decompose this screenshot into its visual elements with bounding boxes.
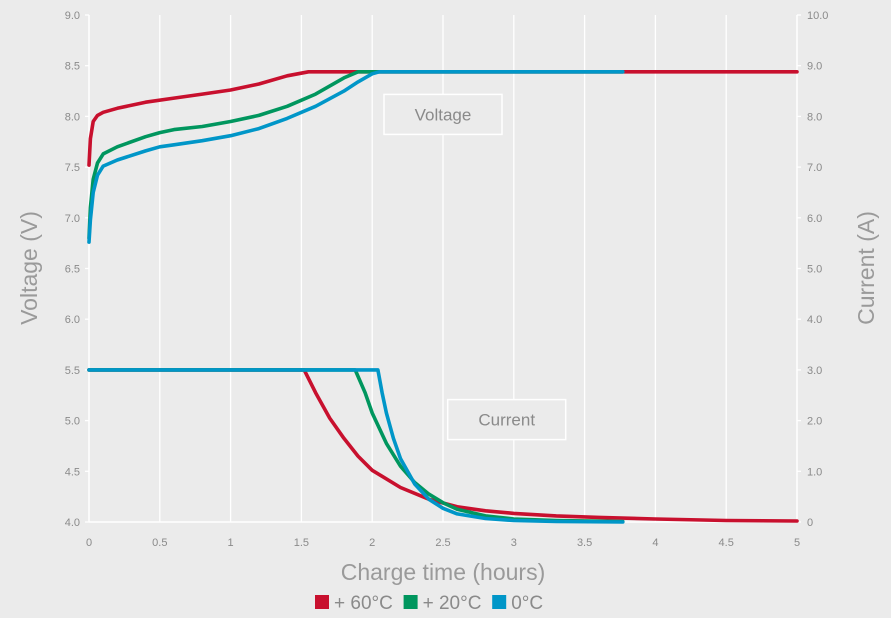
x-tick-labels: 0 0.5 1 1.5 2 2.5 3 3.5 4 4.5 5: [86, 537, 800, 549]
y-axis-label: Voltage (V): [16, 211, 42, 325]
y-tick-label: 9.0: [65, 10, 80, 22]
x-tick-label: 5: [794, 537, 800, 549]
legend-swatch: [315, 595, 329, 609]
legend-label: 0°C: [511, 593, 543, 614]
legend-label: + 60°C: [334, 593, 393, 614]
legend-swatch: [492, 595, 507, 609]
axes: [85, 14, 801, 523]
x-tick-label: 4: [652, 537, 658, 549]
x-tick-label: 4.5: [719, 537, 734, 549]
x-tick-label: 3.5: [577, 537, 592, 549]
series-line-voltage-20C: [87, 70, 625, 240]
series-line-current-0C: [87, 368, 625, 524]
y-tick-label: 7.0: [65, 213, 80, 225]
y-tick-label: 5.5: [65, 365, 80, 377]
legend-label: + 20°C: [423, 593, 482, 614]
y2-tick-label: 2.0: [807, 416, 822, 428]
y-tick-label: 6.0: [65, 314, 80, 326]
x-tick-label: 3: [511, 537, 517, 549]
x-tick-label: 2: [369, 537, 375, 549]
annotations: Voltage Current: [383, 93, 567, 441]
y2-tick-label: 8.0: [807, 111, 822, 123]
y-tick-label: 7.5: [65, 162, 80, 174]
y2-tick-label: 6.0: [807, 213, 822, 225]
annotation-box: [446, 398, 567, 441]
series-lines: [87, 70, 799, 524]
y-tick-label: 4.5: [65, 466, 80, 478]
annotation-box: [383, 93, 503, 136]
x-tick-label: 2.5: [435, 537, 450, 549]
legend-swatch: [403, 595, 418, 609]
y2-tick-label: 9.0: [807, 61, 822, 73]
x-tick-label: 1.5: [294, 537, 309, 549]
y2-tick-label: 3.0: [807, 365, 822, 377]
y-tick-label: 8.5: [65, 61, 80, 73]
annotation-label: Voltage: [415, 105, 472, 124]
x-axis-label: Charge time (hours): [341, 559, 546, 585]
y2-tick-label: 10.0: [807, 10, 828, 22]
legend: + 60°C + 20°C 0°C: [315, 593, 543, 614]
x-tick-label: 0.5: [152, 537, 167, 549]
y2-tick-label: 0: [807, 517, 813, 529]
series-line-voltage-0C: [87, 70, 625, 244]
y-tick-label: 6.5: [65, 264, 80, 276]
y2-tick-label: 1.0: [807, 466, 822, 478]
y-tick-label: 4.0: [65, 517, 80, 529]
y2-tick-label: 5.0: [807, 264, 822, 276]
y2-tick-label: 4.0: [807, 314, 822, 326]
y2-tick-labels: 0 1.0 2.0 3.0 4.0 5.0 6.0 7.0 8.0 9.0 10.0: [807, 10, 828, 529]
x-tick-label: 0: [86, 537, 92, 549]
y2-tick-label: 7.0: [807, 162, 822, 174]
y-tick-labels: 4.0 4.5 5.0 5.5 6.0 6.5 7.0 7.5 8.0 8.5 9.0: [65, 10, 80, 529]
y-tick-label: 8.0: [65, 111, 80, 123]
y-tick-label: 5.0: [65, 416, 80, 428]
annotation-label: Current: [478, 411, 535, 430]
x-tick-label: 1: [228, 537, 234, 549]
y2-axis-label: Current (A): [853, 211, 879, 325]
